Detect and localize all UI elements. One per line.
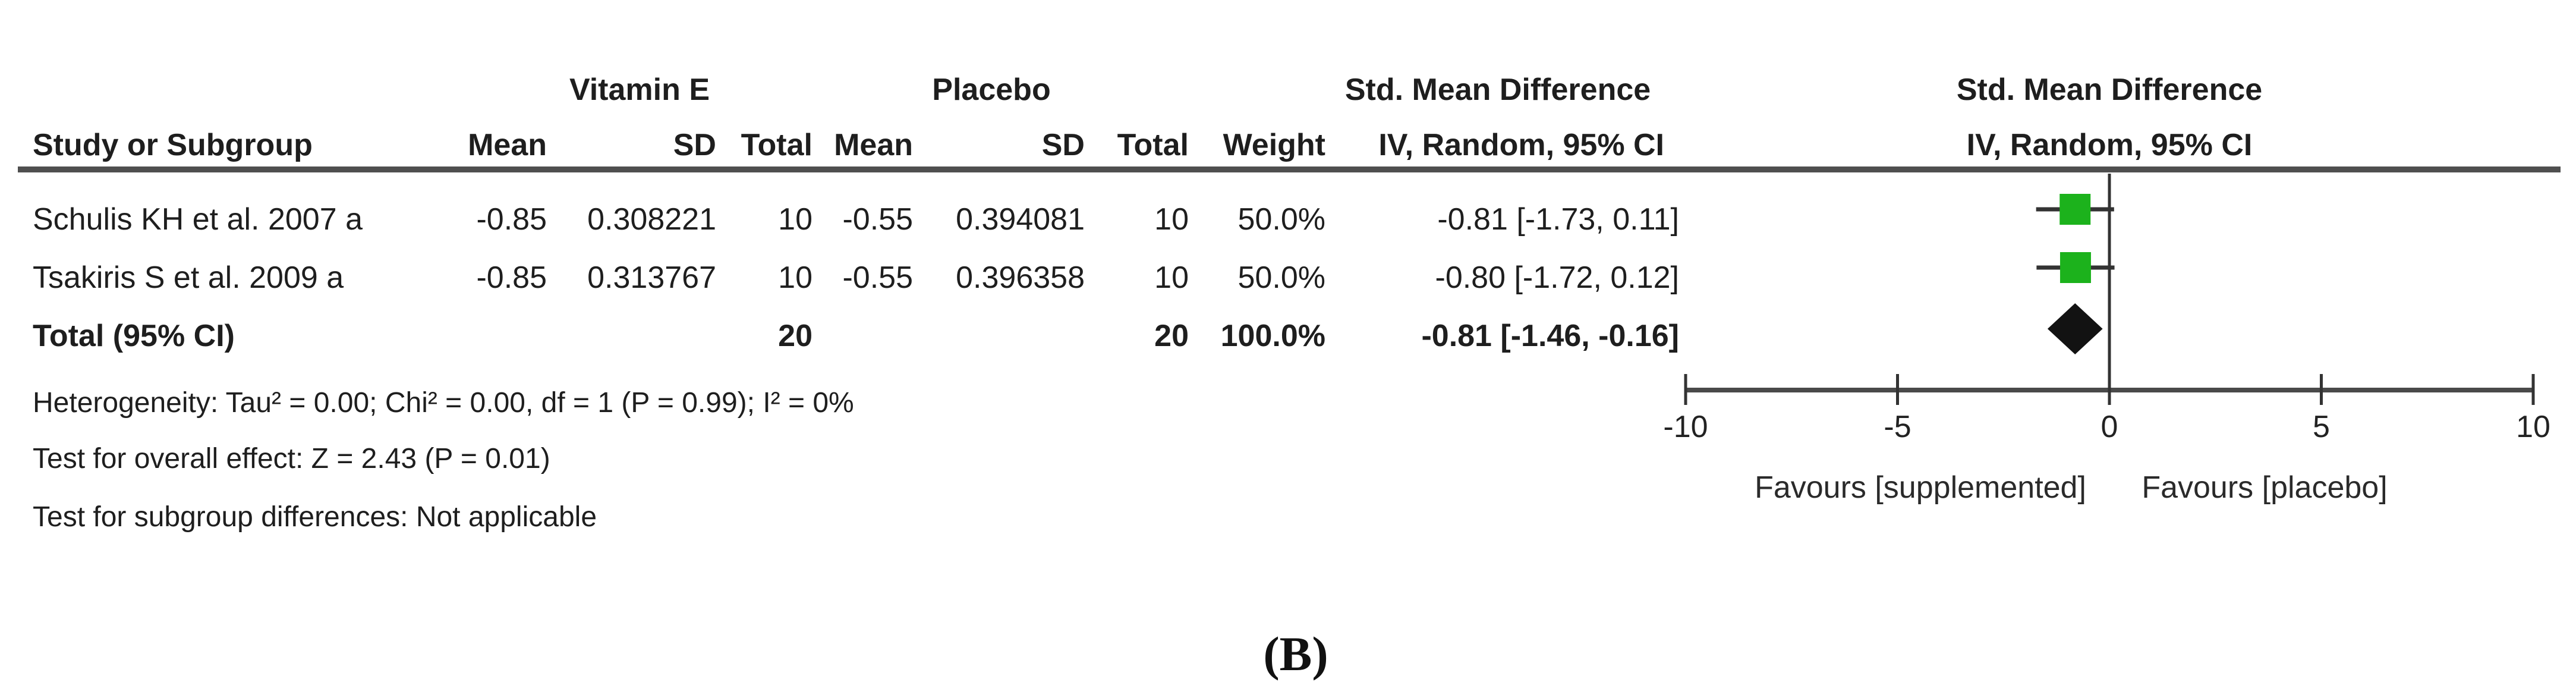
col-header-exp-sd: SD: [673, 128, 716, 162]
ctrl-mean-value: -0.55: [842, 260, 913, 295]
col-header-ctrl-mean: Mean: [834, 128, 913, 162]
effect-header-table: Std. Mean Difference: [1344, 73, 1651, 107]
col-header-ctrl-sd: SD: [1041, 128, 1085, 162]
total-diamond: [2047, 303, 2103, 354]
weight-value: 50.0%: [1237, 202, 1325, 237]
exp-total-value: 10: [778, 260, 813, 295]
total-exp-total: 20: [778, 319, 813, 353]
exp-total-value: 10: [778, 202, 813, 237]
study-point-square: [2059, 252, 2091, 283]
table-row: Schulis KH et al. 2007 a -0.85 0.308221 …: [0, 201, 2576, 238]
total-label: Total (95% CI): [33, 319, 235, 353]
ctrl-mean-value: -0.55: [842, 202, 913, 237]
exp-mean-value: -0.85: [476, 260, 547, 295]
exp-sd-value: 0.308221: [587, 202, 716, 237]
column-header-row: Study or Subgroup Mean SD Total Mean SD …: [0, 127, 2576, 164]
exp-mean-value: -0.85: [476, 202, 547, 237]
axis-tick-label: 5: [2313, 410, 2330, 444]
group-header-row: Vitamin E Placebo Std. Mean Difference S…: [0, 71, 2576, 108]
col-header-method-ci: IV, Random, 95% CI: [1378, 128, 1664, 162]
table-row: Tsakiris S et al. 2009 a -0.85 0.313767 …: [0, 259, 2576, 296]
total-weight: 100.0%: [1220, 319, 1325, 353]
ctrl-total-value: 10: [1154, 202, 1189, 237]
subgroup-test-text: Test for subgroup differences: Not appli…: [33, 501, 597, 533]
axis-tick-label: -5: [1884, 410, 1911, 444]
total-ci-text: -0.81 [-1.46, -0.16]: [1421, 319, 1679, 353]
ci-text-value: -0.81 [-1.73, 0.11]: [1437, 202, 1679, 237]
col-header-exp-mean: Mean: [468, 128, 547, 162]
ci-text-value: -0.80 [-1.72, 0.12]: [1435, 260, 1680, 295]
group-header-control: Placebo: [932, 73, 1051, 107]
ctrl-sd-value: 0.396358: [956, 260, 1085, 295]
favours-right-label: Favours [placebo]: [2142, 470, 2388, 505]
total-row: Total (95% CI) 20 20 100.0% -0.81 [-1.46…: [0, 318, 2576, 354]
axis-tick-label: 10: [2516, 410, 2550, 444]
total-ctrl-total: 20: [1154, 319, 1189, 353]
favours-left-label: Favours [supplemented]: [1755, 470, 2086, 505]
figure-panel-label: (B): [1263, 627, 1328, 681]
weight-value: 50.0%: [1237, 260, 1325, 295]
col-header-ctrl-total: Total: [1117, 128, 1189, 162]
study-label: Schulis KH et al. 2007 a: [33, 202, 363, 237]
ctrl-sd-value: 0.394081: [956, 202, 1085, 237]
exp-sd-value: 0.313767: [587, 260, 716, 295]
axis-tick-label: -10: [1663, 410, 1708, 444]
overall-effect-text: Test for overall effect: Z = 2.43 (P = 0…: [33, 443, 550, 475]
axis-tick-label: 0: [2101, 410, 2118, 444]
heterogeneity-text: Heterogeneity: Tau² = 0.00; Chi² = 0.00,…: [33, 387, 854, 419]
study-point-square: [2059, 194, 2091, 225]
ctrl-total-value: 10: [1154, 260, 1189, 295]
plot-header-method-ci: IV, Random, 95% CI: [1966, 128, 2253, 162]
col-header-exp-total: Total: [741, 128, 813, 162]
col-header-weight: Weight: [1223, 128, 1325, 162]
header-divider-rule: [18, 166, 2561, 172]
study-label: Tsakiris S et al. 2009 a: [33, 260, 344, 295]
col-header-study: Study or Subgroup: [33, 128, 313, 162]
effect-header-plot: Std. Mean Difference: [1956, 73, 2263, 107]
group-header-experimental: Vitamin E: [569, 73, 710, 107]
